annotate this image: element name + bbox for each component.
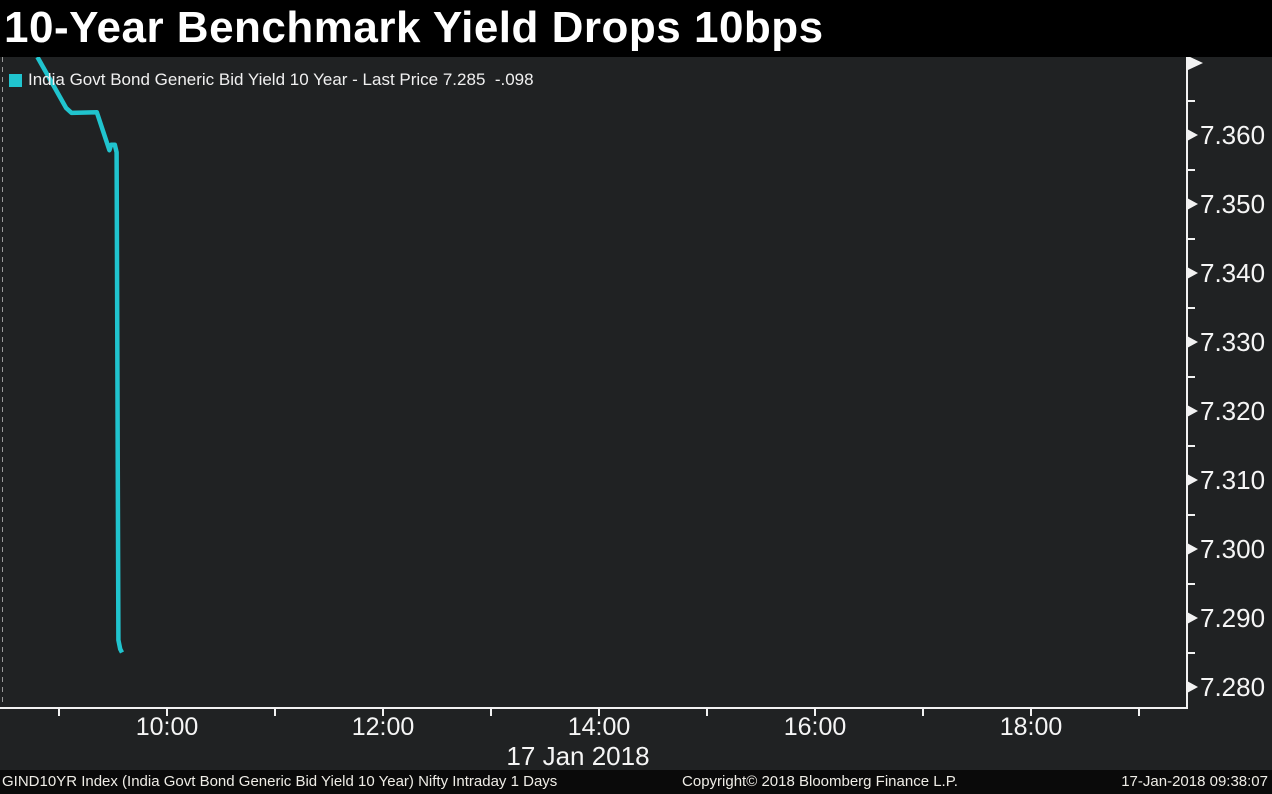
legend-swatch-icon — [9, 73, 22, 87]
x-tick-label: 12:00 — [351, 713, 415, 741]
x-tick — [166, 709, 168, 716]
x-tick — [922, 709, 924, 716]
x-tick-label: 16:00 — [783, 713, 847, 741]
y-major-tick-icon — [1187, 267, 1198, 279]
y-minor-tick — [1186, 168, 1195, 171]
x-tick — [814, 709, 816, 716]
y-minor-tick — [1186, 513, 1195, 516]
x-tick-label: 14:00 — [567, 713, 631, 741]
y-tick-label: 7.340 — [1200, 258, 1266, 288]
footer-timestamp: 17-Jan-2018 09:38:07 — [1121, 773, 1268, 790]
x-tick — [382, 709, 384, 716]
y-minor-tick — [1186, 306, 1195, 309]
x-tick-label: 18:00 — [999, 713, 1063, 741]
y-tick-label: 7.350 — [1200, 189, 1266, 219]
y-major-tick-icon — [1187, 543, 1198, 555]
legend: India Govt Bond Generic Bid Yield 10 Yea… — [9, 70, 534, 90]
footer-ticker-description: GIND10YR Index (India Govt Bond Generic … — [2, 773, 558, 790]
x-tick-label: 10:00 — [135, 713, 199, 741]
y-tick-label: 7.290 — [1200, 603, 1266, 633]
x-tick — [1030, 709, 1032, 716]
y-major-tick-icon — [1187, 681, 1198, 693]
y-tick-label: 7.320 — [1200, 396, 1266, 426]
y-major-tick-icon — [1187, 612, 1198, 624]
x-axis-date-label: 17 Jan 2018 — [506, 741, 650, 771]
y-major-tick-icon — [1187, 336, 1198, 348]
y-axis-top-arrow-icon — [1188, 56, 1203, 70]
x-tick — [274, 709, 276, 716]
x-tick — [490, 709, 492, 716]
y-minor-tick — [1186, 651, 1195, 654]
footer-bar: GIND10YR Index (India Govt Bond Generic … — [0, 770, 1272, 794]
footer-copyright: Copyright© 2018 Bloomberg Finance L.P. — [682, 773, 958, 790]
y-major-tick-icon — [1187, 198, 1198, 210]
y-major-tick-icon — [1187, 405, 1198, 417]
x-tick — [58, 709, 60, 716]
y-tick-label: 7.310 — [1200, 465, 1266, 495]
session-start-dashed-line — [2, 57, 3, 708]
x-tick — [1138, 709, 1140, 716]
y-minor-tick — [1186, 375, 1195, 378]
y-minor-tick — [1186, 237, 1195, 240]
y-minor-tick — [1186, 444, 1195, 447]
y-tick-label: 7.300 — [1200, 534, 1266, 564]
page-title: 10-Year Benchmark Yield Drops 10bps — [4, 2, 824, 52]
title-bar: 10-Year Benchmark Yield Drops 10bps — [0, 0, 1272, 57]
x-tick — [706, 709, 708, 716]
y-minor-tick — [1186, 582, 1195, 585]
legend-label: India Govt Bond Generic Bid Yield 10 Yea… — [28, 70, 534, 89]
yield-line — [35, 55, 124, 654]
y-major-tick-icon — [1187, 129, 1198, 141]
y-tick-label: 7.360 — [1200, 120, 1266, 150]
y-axis-line — [1186, 57, 1188, 709]
y-tick-label: 7.330 — [1200, 327, 1266, 357]
x-tick — [598, 709, 600, 716]
y-tick-label: 7.280 — [1200, 672, 1266, 702]
x-axis-line — [0, 707, 1188, 709]
y-major-tick-icon — [1187, 474, 1198, 486]
y-minor-tick — [1186, 99, 1195, 102]
